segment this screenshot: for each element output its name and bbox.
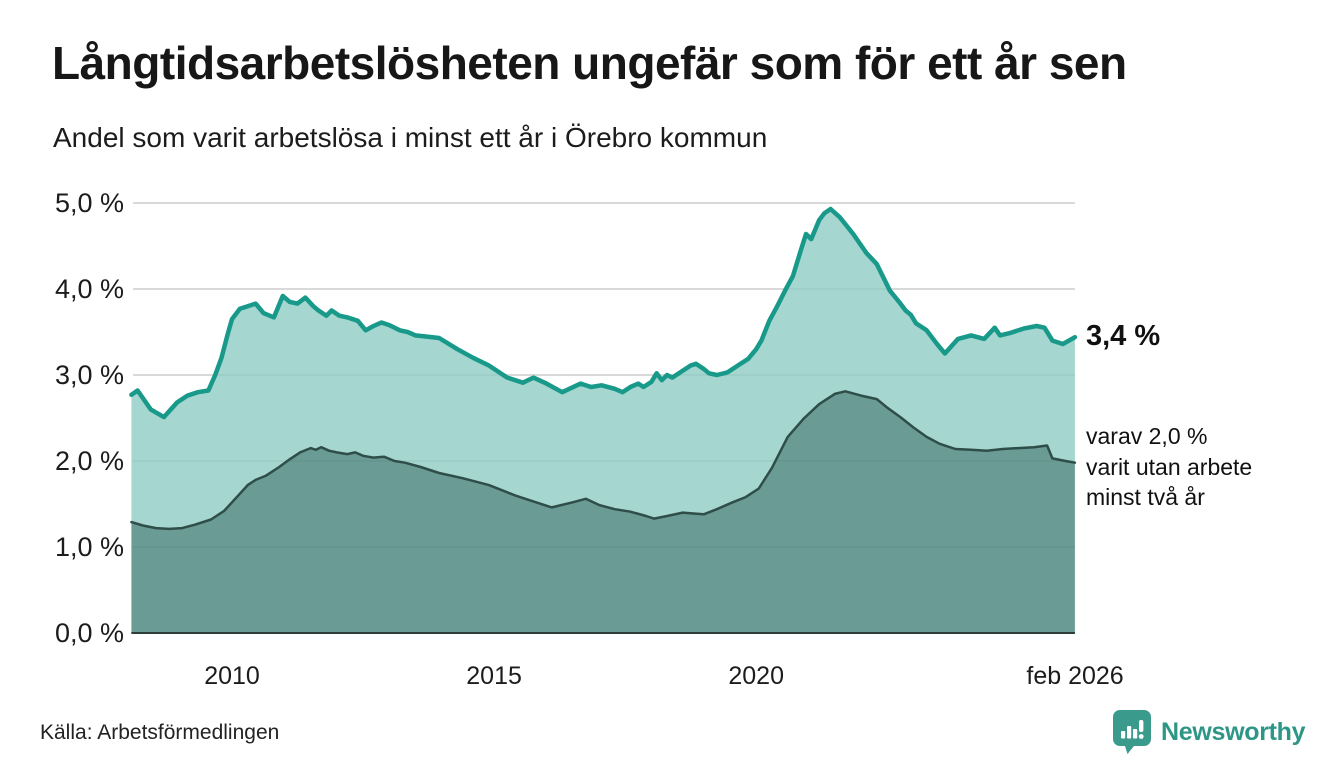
area-two-years-plus <box>131 391 1075 633</box>
x-tick-label: 2010 <box>204 662 260 690</box>
x-tick-label: 2015 <box>466 662 522 690</box>
secondary-series-label-line2: varit utan arbete <box>1086 453 1253 480</box>
y-tick-label: 1,0 % <box>54 532 124 562</box>
y-tick-label: 3,0 % <box>54 360 124 390</box>
y-tick-label: 2,0 % <box>54 446 124 476</box>
newsworthy-speech-bubble-bar-chart-icon <box>1113 710 1151 754</box>
area-one-year-plus <box>131 209 1075 529</box>
secondary-series-label-line1: varav 2,0 % <box>1086 423 1208 449</box>
page-title: Långtidsarbetslösheten ungefär som för e… <box>52 37 1127 89</box>
line-two-years-plus <box>130 390 1077 531</box>
x-tick-label: feb 2026 <box>1026 662 1124 690</box>
newsworthy-logo: Newsworthy <box>1112 709 1306 756</box>
newsworthy-logo-text: Newsworthy <box>1161 718 1306 746</box>
y-tick-label: 5,0 % <box>54 188 124 218</box>
latest-total-value-label: 3,4 % <box>1086 320 1161 352</box>
secondary-series-label-line3: minst två år <box>1086 484 1205 510</box>
source-note: Källa: Arbetsförmedlingen <box>40 721 280 744</box>
line-one-year-plus <box>129 206 1078 420</box>
page-subtitle: Andel som varit arbetslösa i minst ett å… <box>53 122 768 153</box>
y-tick-label: 4,0 % <box>54 274 124 304</box>
secondary-series-label: varav 2,0 % varit utan arbete minst två … <box>1086 421 1252 513</box>
x-tick-label: 2020 <box>728 662 784 690</box>
y-tick-label: 0,0 % <box>54 618 124 648</box>
